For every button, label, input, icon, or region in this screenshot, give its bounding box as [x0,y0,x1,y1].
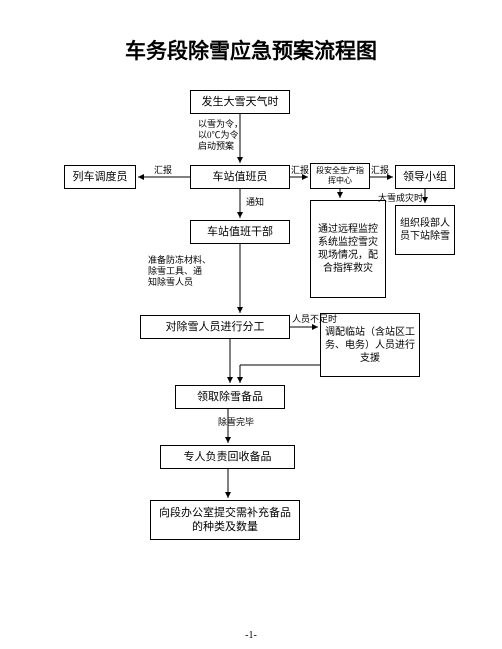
edge-label-complete: 除雪完毕 [218,417,254,428]
node-submit-report: 向段办公室提交需补充备品的种类及数量 [150,500,300,540]
node-divide-work: 对除雪人员进行分工 [140,315,290,339]
edge-label-report-right: 汇报 [291,165,309,176]
node-station-duty: 车站值班员 [190,165,290,189]
node-safety-center: 段安全生产指挥中心 [310,163,370,189]
edge-label-snow: 以雪为令，以0℃为令启动预案 [198,119,243,151]
node-station-cadre: 车站值班干部 [190,220,290,244]
flowchart-diagram: 发生大雪天气时 列车调度员 车站值班员 段安全生产指挥中心 领导小组 车站值班干… [0,85,502,645]
edge-label-report-right2: 汇报 [371,165,389,176]
edge-label-notify: 通知 [246,197,264,208]
node-remote-monitor: 通过远程监控系统监控雪灾现场情况，配合指挥救灾 [310,200,386,298]
node-organize-staff: 组织段部人员下站除雪 [395,205,455,255]
edge-label-insufficient: 人员不足时 [292,314,337,325]
edge-label-report-left: 汇报 [154,165,172,176]
node-start: 发生大雪天气时 [190,90,290,114]
node-leader-group: 领导小组 [395,165,455,189]
page-number: -1- [0,630,502,641]
edge-label-disaster: 大雪成灾时 [378,193,423,204]
node-dispatcher: 列车调度员 [64,165,136,189]
node-get-equipment: 领取除雪备品 [175,385,285,409]
edge-label-prepare: 准备防冻材料、除雪工具、通知除雪人员 [148,255,211,287]
node-recycle: 专人负责回收备品 [160,445,295,469]
page-title: 车务段除雪应急预案流程图 [0,0,502,65]
